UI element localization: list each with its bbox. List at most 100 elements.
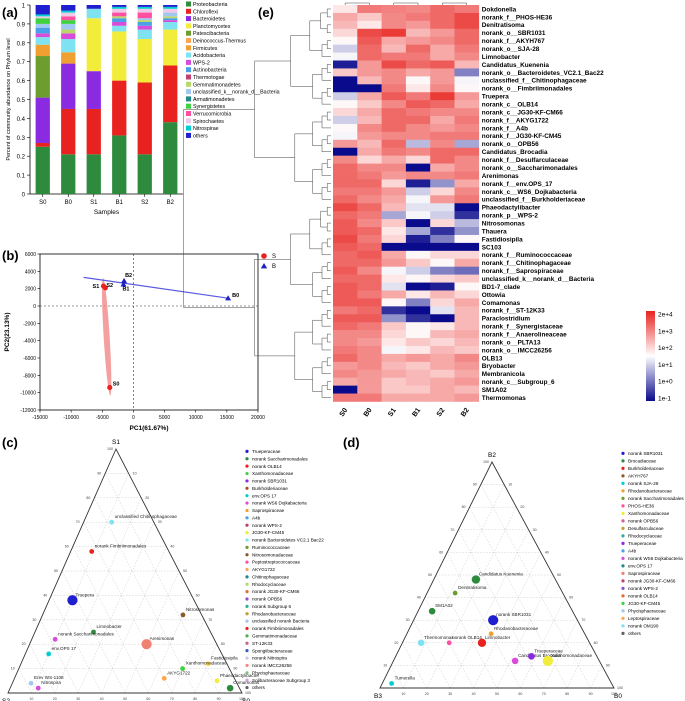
e-heatmap-cell <box>430 203 455 212</box>
a-bar-segment <box>163 8 178 13</box>
c-legend-label: Chitinophagaceae <box>252 574 289 579</box>
e-dendrogram-branch <box>309 20 322 51</box>
d-legend-label: Brocadiaceae <box>628 459 657 464</box>
a-bar-segment <box>112 25 127 32</box>
c-tick-label: 80 <box>86 496 90 500</box>
a-legend-swatch <box>186 125 191 131</box>
e-heatmap-cell <box>454 266 480 275</box>
a-y-label: Percent of community abundance on Phylum… <box>6 38 12 160</box>
e-row-label: Limnobacter <box>482 54 521 61</box>
e-heatmap-cell <box>430 393 455 402</box>
c-tick-label: 100 <box>107 447 113 451</box>
e-heatmap-cell <box>357 171 382 180</box>
e-heatmap-cell <box>454 258 480 267</box>
a-bar-segment <box>35 16 50 19</box>
c-legend-marker <box>245 634 249 638</box>
e-heatmap-cell <box>381 393 407 402</box>
e-heatmap-cell <box>405 52 431 61</box>
d-legend-label: Xanthomonadaceae <box>628 511 670 516</box>
a-y-tick-label: 0.4 <box>17 117 26 123</box>
e-heatmap-cell <box>357 361 382 371</box>
d-legend-label: norank JG30-KF-CM66 <box>628 579 676 584</box>
e-heatmap-cell <box>357 147 382 156</box>
e-heatmap-cell <box>381 219 407 228</box>
c-point-label: env.OPS 17 <box>52 646 77 651</box>
c-legend-label: Rhodocyclaceae <box>252 582 286 587</box>
e-heatmap-cell <box>430 12 455 22</box>
e-dendrogram-branch <box>321 44 331 57</box>
e-heatmap-cell <box>454 322 480 331</box>
d-legend-marker <box>621 579 625 583</box>
c-point-label: norank Saccharimonadales <box>58 631 114 636</box>
d-point <box>488 615 499 626</box>
d-legend-label: AKYH767 <box>628 474 649 479</box>
b-point-B <box>121 277 128 284</box>
e-heatmap-cell <box>357 353 382 363</box>
c-legend-marker <box>245 449 249 453</box>
e-heatmap-cell <box>454 131 480 141</box>
e-heatmap-cell <box>405 322 431 331</box>
a-legend-swatch <box>186 8 191 14</box>
e-dendrogram-branch <box>326 310 331 319</box>
c-grid <box>18 668 32 694</box>
d-legend-marker <box>621 534 625 538</box>
e-heatmap-cell <box>454 108 480 117</box>
e-heatmap-cell <box>357 393 382 402</box>
e-heatmap-cell <box>357 345 382 355</box>
b-x-tick-label: 15000 <box>220 415 234 421</box>
c-legend-marker <box>245 671 249 675</box>
a-y-tick-label: 0.3 <box>17 136 26 142</box>
e-heatmap-cell <box>454 171 480 180</box>
e-heatmap-cell <box>381 385 407 394</box>
e-heatmap-cell <box>430 28 455 38</box>
e-dendrogram-branch <box>321 266 331 279</box>
a-legend-label: Planctomycetes <box>193 24 231 30</box>
c-legend-label: Phycisphaeraceae <box>252 670 290 675</box>
d-legend-marker <box>621 489 625 493</box>
c-tick-label: 10 <box>11 667 15 671</box>
e-heatmap-cell <box>333 131 358 141</box>
d-tick-label: 30 <box>448 692 452 696</box>
e-heatmap-cell <box>405 242 431 252</box>
e-row-label: norank_f__JG30-KF-CM45 <box>482 133 562 140</box>
e-heatmap-cell <box>430 116 455 125</box>
e-dendrogram-branch <box>326 357 331 367</box>
panel-b-pca: -15000 -10000 -5000 0 5000 10000 15000 20000600… <box>4 252 276 432</box>
e-heatmap-cell <box>333 100 358 109</box>
e-heatmap-cell <box>381 12 407 22</box>
a-legend-label: Gemmatimonadetes <box>193 82 241 88</box>
e-col-label: S1 <box>387 407 398 418</box>
e-row-label: norank_f__Ruminococcaceae <box>482 252 573 259</box>
d-legend-marker <box>621 624 625 628</box>
a-legend-label: Bacteroidetes <box>193 17 226 23</box>
e-heatmap-cell <box>381 282 407 291</box>
e-heatmap-cell <box>381 353 407 363</box>
e-heatmap-cell <box>454 353 480 363</box>
a-legend-label: Deinococcus-Thermus <box>193 39 246 45</box>
e-heatmap-cell <box>381 20 407 30</box>
e-heatmap-cell <box>405 219 431 228</box>
e-col-label: B1 <box>411 407 422 418</box>
e-heatmap-cell <box>333 28 358 38</box>
e-heatmap-cell <box>381 314 407 323</box>
d-tick-label: 90 <box>589 692 593 696</box>
e-heatmap-cell <box>454 219 480 228</box>
d-tick-label: 90 <box>473 483 477 487</box>
e-heatmap-cell <box>357 298 382 307</box>
c-grid <box>29 644 55 694</box>
a-bar-segment <box>112 18 127 23</box>
c-point <box>141 639 152 650</box>
e-heatmap-cell <box>430 163 455 172</box>
c-point <box>35 685 41 691</box>
c-legend-marker <box>245 656 249 660</box>
e-heatmap-cell <box>405 203 431 212</box>
c-legend-marker <box>245 590 249 594</box>
c-legend-label: Xanthomonadaceae <box>252 471 294 476</box>
d-point <box>542 655 553 666</box>
d-tick-label: 60 <box>439 550 443 554</box>
e-row-label: norank_c__Subgroup_6 <box>482 379 555 386</box>
e-heatmap-cell <box>430 187 455 196</box>
e-heatmap-cell <box>381 163 407 172</box>
c-vertex-right: S0 <box>242 698 250 701</box>
c-tick-label: 80 <box>221 642 225 646</box>
